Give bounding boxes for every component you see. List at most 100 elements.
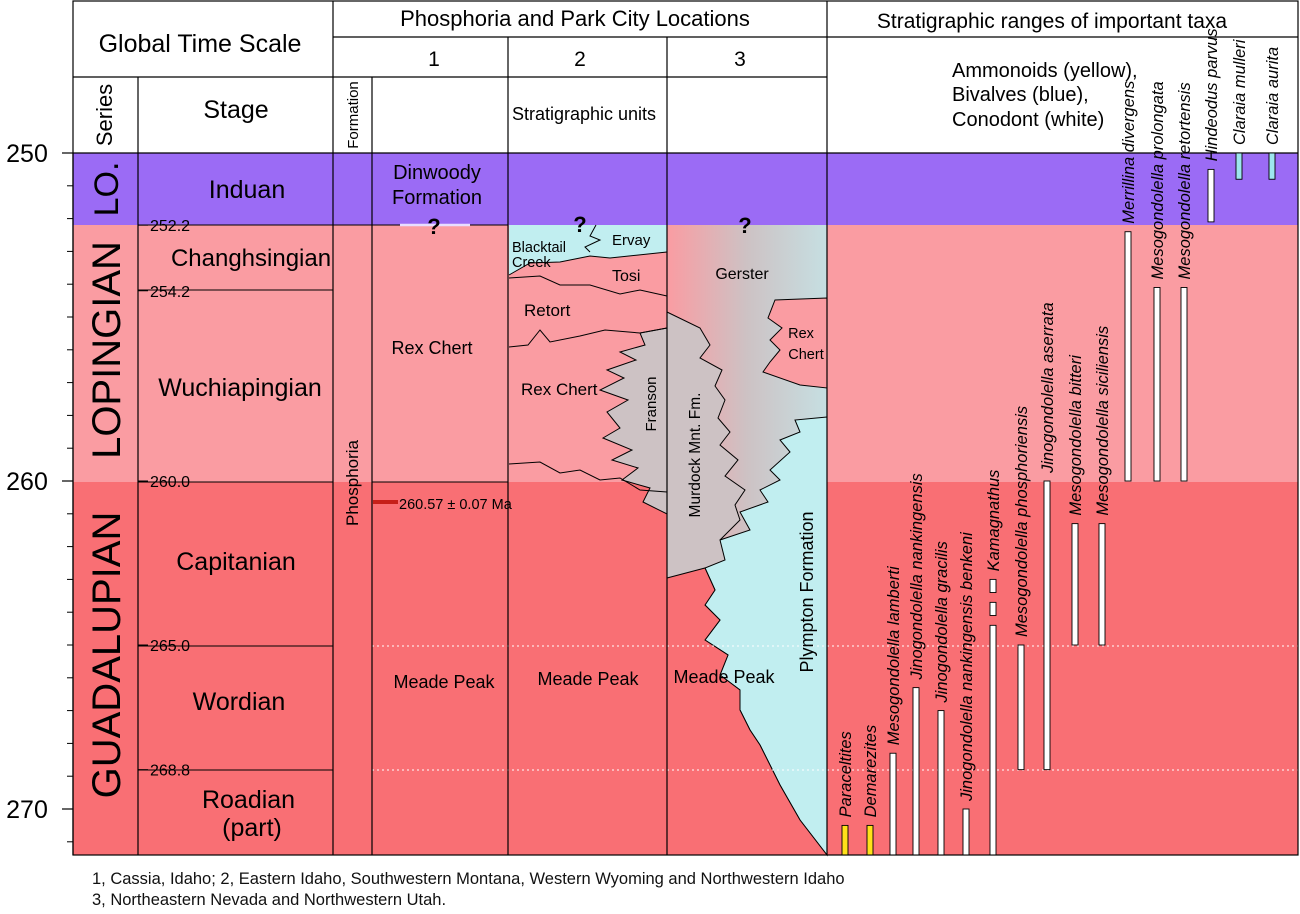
taxon-range-bar: [889, 752, 897, 856]
taxon-range-bar: [1124, 231, 1132, 482]
taxon-label: Claraia mulleri: [1231, 38, 1249, 145]
taxon-range-bar: [1268, 152, 1276, 180]
taxa-dotted-lines: [372, 645, 1298, 771]
rex-label-3: Rex: [788, 326, 815, 342]
taxon-label: Demarezites: [862, 725, 880, 818]
taxon-label: Jinogondolella nankingensis benkeni: [958, 531, 976, 802]
location-1-number: 1: [428, 48, 440, 71]
taxon-range-bar: [866, 824, 874, 856]
location-1-question: ?: [427, 214, 440, 239]
dinwoody-line1: Dinwoody: [393, 162, 481, 184]
stage-roadian-line2: (part): [222, 814, 282, 842]
taxon-range-bar: [962, 808, 970, 856]
date-label: 260.57 ± 0.07 Ma: [399, 497, 513, 513]
location-3-question: ?: [738, 213, 751, 238]
tosi-retort-contact: [508, 275, 668, 297]
series-guadalupian: GUADALUPIAN: [85, 512, 129, 799]
stage-boundaries: [138, 289, 508, 771]
location-2-number: 2: [574, 48, 586, 71]
taxon-range-bar: [1098, 523, 1106, 646]
taxa-legend-conodont: Conodont (white): [952, 109, 1104, 131]
taxon-label: Mesogondolella bitteri: [1067, 354, 1085, 516]
series-label: Series: [92, 84, 117, 146]
taxa-legend-bivalves: Bivalves (blue),: [952, 84, 1089, 106]
taxon-label: Jinogondolella aserrata: [1039, 302, 1057, 474]
age-axis: 250 260 270: [6, 140, 74, 855]
date-marker: [373, 500, 398, 504]
axis-tick-label-250: 250: [6, 140, 48, 168]
taxon-range-bar: [989, 601, 997, 616]
location-2-lithology: [508, 224, 668, 515]
ervay-label: Ervay: [612, 232, 651, 249]
taxon-label: Jinogondolella nankingensis: [908, 473, 926, 680]
formation-label: Formation: [345, 81, 362, 149]
boundary-label-260.0: 260.0: [150, 474, 190, 491]
dinwoody-line2: Formation: [392, 187, 482, 209]
induan-band: [73, 153, 1298, 225]
footnote-line-1: 1, Cassia, Idaho; 2, Eastern Idaho, Sout…: [92, 870, 845, 888]
stage-capitanian: Capitanian: [176, 548, 296, 576]
stage-roadian: Roadian (part): [202, 786, 302, 842]
location-2-question: ?: [573, 212, 586, 237]
meade-peak-2: Meade Peak: [537, 669, 639, 689]
taxon-range-bar: [989, 578, 997, 593]
taxon-label: Kamagnathus: [985, 470, 1003, 572]
taxon-label: Mesogondolella lamberti: [885, 565, 903, 745]
blacktail-contact: [584, 224, 602, 253]
boundary-label-252.2: 252.2: [150, 218, 190, 235]
taxon-range-bar: [1207, 168, 1215, 223]
stage-induan: Induan: [209, 176, 285, 204]
taxon-range-bar: [1235, 152, 1243, 180]
rex-chert-1: Rex Chert: [391, 338, 472, 358]
taxa-ranges: Paraceltites Demarezites Mesogondolella la…: [837, 28, 1282, 856]
rex-chert-lens: [762, 297, 828, 389]
taxon-range-bar: [1017, 644, 1025, 771]
taxon-range-bar: [1043, 480, 1051, 771]
taxon-label: Hindeodus parvus: [1203, 28, 1221, 161]
murdock-contact: [666, 311, 746, 541]
stage-wuchiapingian: Wuchiapingian: [158, 374, 322, 402]
murdock-gray-region: [667, 312, 745, 578]
stage-label: Stage: [203, 96, 268, 124]
plympton-label: Plympton Formation: [797, 511, 817, 672]
boundary-label-268.8: 268.8: [150, 763, 190, 780]
taxon-range-bar: [841, 824, 849, 856]
axis-tick-label-270: 270: [6, 796, 48, 824]
footnote-line-2: 3, Northeastern Nevada and Northwestern …: [92, 891, 447, 909]
gerster-label: Gerster: [715, 266, 769, 283]
boundary-label-265.0: 265.0: [150, 638, 190, 655]
taxon-label: Mesogondolella retortensis: [1176, 82, 1194, 279]
rex-chert-2: Rex Chert: [521, 380, 598, 399]
chert-label-3: Chert: [788, 347, 823, 363]
franson-unit: [598, 327, 668, 515]
global-time-scale-title: Global Time Scale: [99, 30, 302, 58]
blacktail-line1: Blacktail: [512, 240, 566, 256]
units-label: Stratigraphic units: [512, 104, 656, 124]
meade-peak-3: Meade Peak: [673, 667, 775, 687]
taxa-legend-ammonoids: Ammonoids (yellow),: [952, 60, 1138, 82]
phosphoria-formation: Phosphoria: [343, 439, 362, 526]
series-lo: LO.: [88, 162, 126, 217]
taxon-range-bar: [1153, 287, 1161, 482]
location-3-lithology: [666, 225, 828, 857]
taxon-label: Mesogondolella phosphoriensis: [1013, 406, 1031, 637]
taxon-label: Mesogondolella siciliensis: [1094, 326, 1112, 516]
taxon-label: Mesogondolella prolongata: [1149, 81, 1167, 279]
location-3-number: 3: [734, 48, 746, 71]
boundary-label-254.2: 254.2: [150, 284, 190, 301]
taxon-label: Jinogondolella gracilis: [933, 541, 951, 703]
rexchert-meade-contact: [508, 461, 668, 493]
blacktail-line2: Creek: [512, 255, 551, 271]
locations-title: Phosphoria and Park City Locations: [400, 6, 750, 31]
taxon-range-bar: [989, 624, 997, 856]
boundary-labels: 252.2 254.2 260.0 265.0 268.8: [138, 218, 190, 780]
axis-tick-label-260: 260: [6, 468, 48, 496]
retort-rexchert-contact: [508, 327, 668, 348]
murdock-base: [666, 567, 828, 856]
taxon-label: Merrillina divergens: [1120, 81, 1138, 224]
franson-label: Franson: [643, 376, 660, 431]
tosi-label: Tosi: [612, 268, 640, 285]
stage-roadian-line1: Roadian: [202, 786, 295, 814]
series-lopingian: LOPINGIAN: [85, 241, 129, 459]
